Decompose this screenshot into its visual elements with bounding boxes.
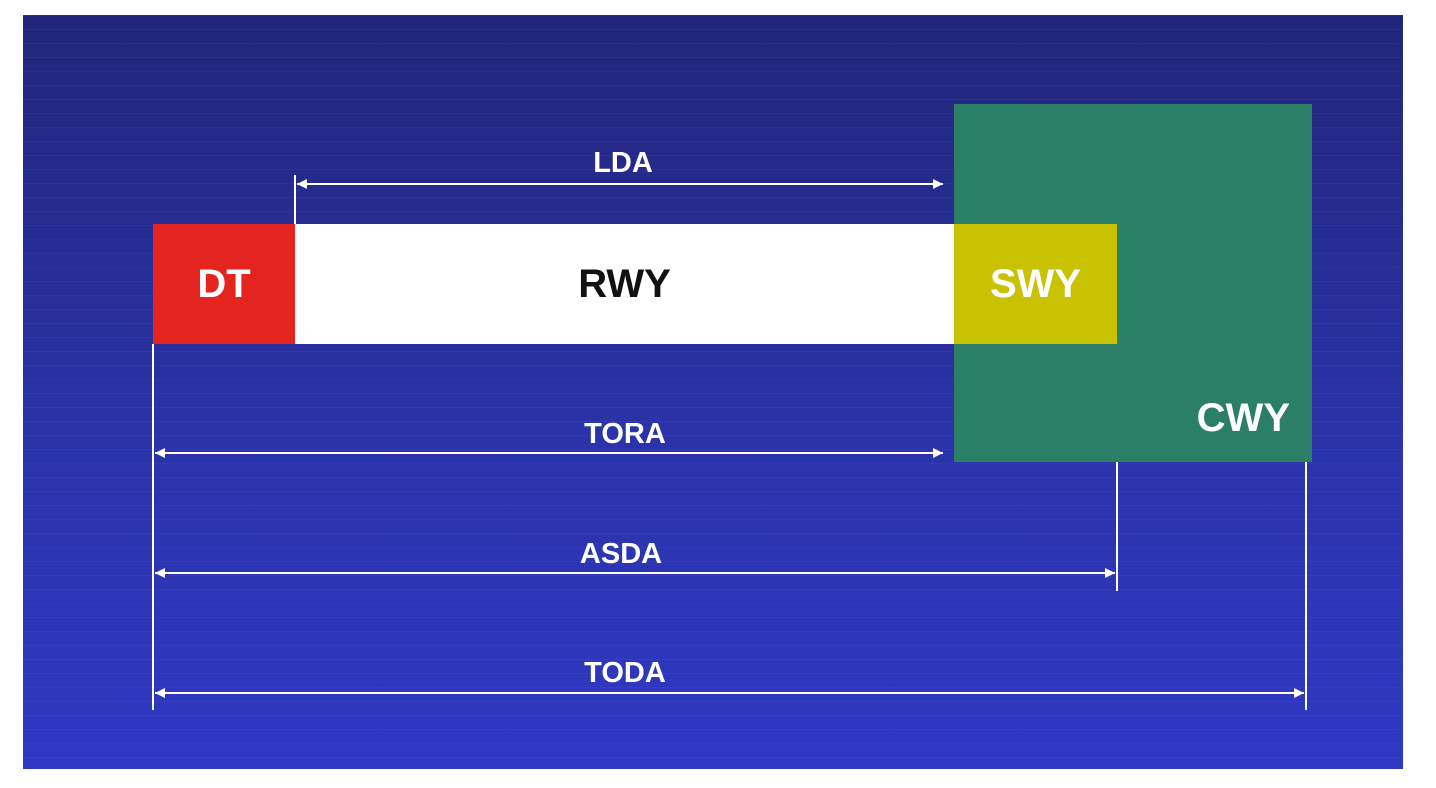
- dimension-lines: [152, 175, 1307, 710]
- tora-left-arrowhead: [155, 448, 165, 458]
- displaced-threshold-label: DT: [197, 262, 251, 306]
- tora-label: TORA: [584, 418, 666, 450]
- toda-label: TODA: [584, 657, 666, 689]
- asda-left-arrowhead: [155, 568, 165, 578]
- lda-left-arrowhead: [297, 179, 307, 189]
- asda-label: ASDA: [579, 538, 663, 570]
- asda-right-arrowhead: [1105, 568, 1115, 578]
- runway-distances-diagram: CWY DT RWY SWY: [23, 15, 1403, 769]
- stopway-block: SWY: [954, 224, 1117, 344]
- runway-label: RWY: [578, 262, 671, 306]
- clearway-label: CWY: [1196, 396, 1290, 440]
- toda-left-arrowhead: [155, 688, 165, 698]
- displaced-threshold-block: DT: [153, 224, 295, 344]
- tora-right-arrowhead: [933, 448, 943, 458]
- lda-label: LDA: [593, 147, 653, 179]
- runway-block: RWY: [295, 224, 954, 344]
- toda-right-arrowhead: [1294, 688, 1304, 698]
- stopway-label: SWY: [989, 262, 1082, 306]
- lda-right-arrowhead: [933, 179, 943, 189]
